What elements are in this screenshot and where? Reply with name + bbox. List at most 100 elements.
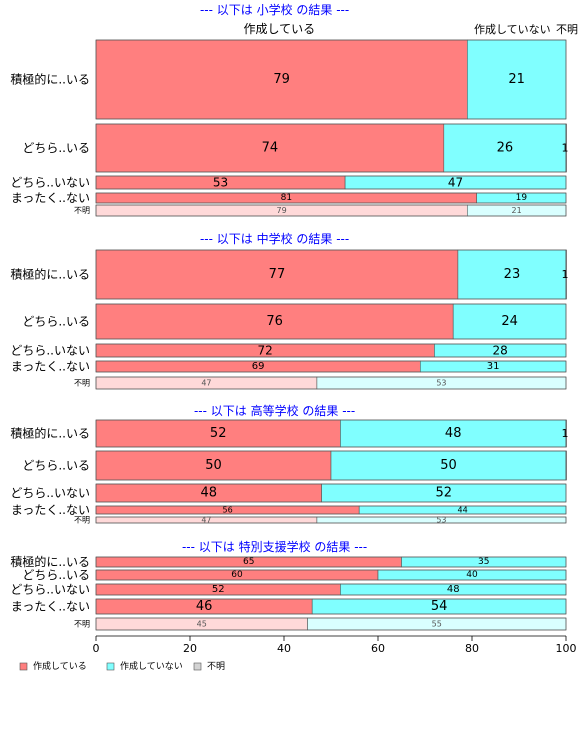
x-tick-label: 40 [277, 642, 291, 655]
bar-frame [95, 249, 567, 300]
bar-frame [95, 376, 567, 390]
data-label: 47 [201, 516, 211, 525]
data-label: 65 [243, 557, 254, 567]
bar-frame [95, 360, 567, 373]
data-label: 21 [512, 206, 522, 215]
data-label: 79 [273, 72, 290, 87]
row-label: まったく..ない [11, 503, 90, 517]
data-label: 1 [562, 268, 569, 281]
panel-title: --- 以下は 中学校 の結果 --- [200, 231, 349, 246]
data-label: 60 [231, 570, 243, 580]
bar-frame [95, 483, 567, 503]
bar-not-creating [330, 450, 567, 481]
x-tick-label: 100 [556, 642, 577, 655]
x-tick-label: 60 [371, 642, 385, 655]
data-label: 40 [466, 570, 478, 580]
data-label: 24 [501, 314, 518, 329]
data-label: 45 [197, 620, 207, 629]
data-label: 52 [210, 426, 227, 441]
panel-title: --- 以下は 特別支援学校 の結果 --- [182, 539, 367, 554]
bar-creating [95, 39, 468, 120]
legend-not-creating-swatch [106, 662, 115, 671]
row-label: どちら..いる [22, 568, 90, 582]
x-tick-label: 20 [183, 642, 197, 655]
data-label: 76 [266, 314, 283, 329]
bar-not-creating [452, 303, 567, 340]
bar-frame [95, 569, 567, 581]
row-label: まったく..ない [11, 600, 90, 614]
column-header-not-creating: 作成していない [474, 23, 551, 36]
data-label: 72 [258, 344, 273, 358]
data-label: 74 [262, 141, 279, 156]
row-label: まったく..ない [11, 360, 90, 374]
data-label: 21 [508, 72, 525, 87]
data-label: 47 [201, 379, 211, 388]
data-label: 69 [252, 361, 265, 372]
data-label: 53 [436, 379, 446, 388]
row-label: どちら..いない [10, 176, 90, 190]
data-label: 55 [432, 620, 442, 629]
column-header-creating: 作成している [243, 22, 315, 36]
panel-title: --- 以下は 小学校 の結果 --- [200, 2, 349, 17]
legend-unknown-swatch [193, 662, 202, 671]
panel-title: --- 以下は 高等学校 の結果 --- [194, 403, 355, 418]
data-label: 47 [448, 176, 463, 190]
data-label: 44 [458, 506, 468, 515]
row-label: どちら..いない [10, 344, 90, 358]
data-label: 26 [497, 141, 514, 156]
bar-frame [95, 123, 567, 173]
data-label: 50 [205, 458, 222, 473]
row-label: どちら..いる [22, 141, 90, 155]
bar-frame [95, 175, 567, 190]
bar-frame [95, 39, 567, 120]
row-label: 不明 [74, 620, 90, 629]
data-label: 52 [436, 486, 453, 501]
row-label: 積極的に..いる [10, 554, 90, 569]
legend-unknown-label: 不明 [207, 661, 225, 672]
row-label: 不明 [74, 206, 90, 215]
data-label: 48 [445, 426, 462, 441]
data-label: 81 [281, 193, 292, 203]
row-label: 不明 [74, 379, 90, 388]
bar-not-creating [443, 123, 567, 173]
data-label: 53 [436, 516, 446, 525]
row-label: 積極的に..いる [10, 267, 90, 282]
data-label: 46 [196, 599, 213, 614]
data-label: 54 [431, 599, 448, 614]
bar-frame [95, 419, 567, 448]
data-label: 50 [440, 458, 457, 473]
data-label: 1 [562, 427, 569, 440]
row-label: 不明 [74, 516, 90, 525]
legend-not-creating-label: 作成していない [120, 660, 183, 672]
bar-not-creating [466, 39, 567, 120]
data-label: 23 [504, 267, 521, 282]
legend-creating-label: 作成している [33, 660, 87, 672]
bar-frame [95, 343, 567, 358]
bar-frame [95, 450, 567, 481]
data-label: 35 [478, 557, 489, 567]
data-label: 77 [269, 267, 286, 282]
bar-frame [95, 556, 567, 568]
row-label: どちら..いない [10, 583, 90, 597]
data-label: 79 [277, 206, 287, 215]
row-label: 積極的に..いる [10, 426, 90, 441]
legend-creating-swatch [19, 662, 28, 671]
row-label: 積極的に..いる [10, 72, 90, 87]
bar-frame [95, 617, 567, 631]
bar-creating [95, 249, 459, 300]
x-tick-label: 80 [465, 642, 479, 655]
data-label: 31 [487, 361, 500, 372]
data-label: 48 [447, 584, 460, 595]
data-label: 52 [212, 584, 225, 595]
bar-frame [95, 598, 567, 615]
row-label: まったく..ない [11, 191, 90, 205]
row-label: どちら..いる [22, 315, 90, 329]
column-header-unknown: 不明 [556, 23, 578, 36]
x-tick-label: 0 [93, 642, 100, 655]
data-label: 1 [562, 142, 569, 155]
bar-frame [95, 583, 567, 596]
data-label: 19 [516, 193, 528, 203]
bar-frame [95, 303, 567, 340]
data-label: 28 [493, 344, 508, 358]
